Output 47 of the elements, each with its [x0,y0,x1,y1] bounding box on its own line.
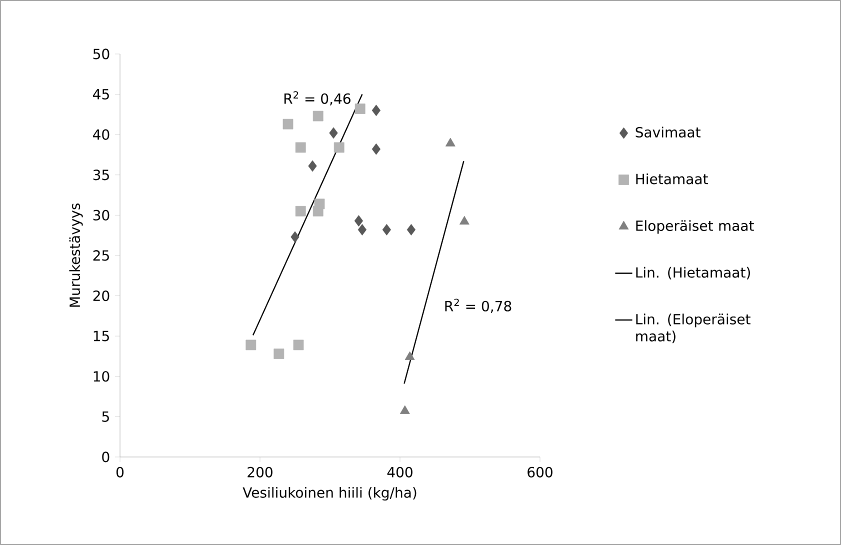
legend-label: Hietamaat [636,173,708,184]
point [382,224,392,236]
y-axis-title: Murukestävyys [69,203,83,307]
point [354,215,364,227]
point [312,206,324,216]
x-tick-label: 400 [387,466,412,478]
annotation: R$^{2}$ = 0,78 [445,298,512,313]
point [406,224,416,236]
point [329,127,338,139]
point [274,348,284,360]
point [354,104,366,114]
x-tick-label: 0 [116,466,124,478]
y-tick-label: 25 [93,250,109,261]
y-tick-label: 35 [93,170,109,180]
x-tick-label: 600 [528,466,552,478]
y-tick-label: 30 [93,210,110,220]
legend-label: Savimaat [636,126,700,138]
y-tick-label: 5 [102,411,109,422]
x-axis-title: Vesiliukoinen hiili (kg/ha) [242,486,416,501]
y-tick-label: 40 [93,129,110,140]
x-tick-label: 200 [248,466,272,478]
point [290,231,300,243]
point [372,104,381,116]
point [400,405,410,414]
point [445,138,456,146]
point [358,224,367,236]
legend-label: Lin. (Eloperäiset maat) [636,314,750,344]
point [312,110,324,122]
point [246,340,256,350]
point [295,206,306,216]
y-tick-label: 45 [93,89,109,100]
point [372,143,381,155]
y-tick-label: 15 [94,330,109,342]
legend-label: Lin. (Hietamaat) [636,266,750,280]
annotation: R$^{2}$ = 0,46 [284,91,350,106]
legend-label: Eloperäiset maat [636,220,754,234]
point [295,142,306,153]
point [293,340,304,350]
y-tick-label: 10 [94,371,110,382]
point [308,160,317,172]
point [334,142,344,153]
y-tick-label: 0 [102,452,110,462]
point [459,216,470,225]
point [404,351,415,360]
point [282,118,294,130]
y-tick-label: 20 [93,290,110,302]
y-tick-label: 50 [93,48,110,60]
